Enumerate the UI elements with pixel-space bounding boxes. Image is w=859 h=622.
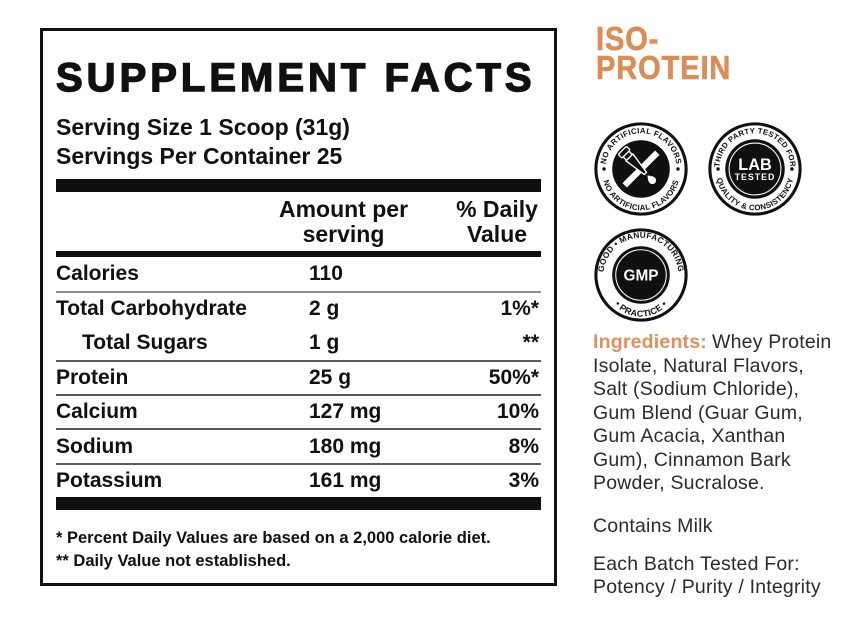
footnote-not-established: ** Daily Value not established. [56, 552, 291, 571]
badge-dot-right [676, 167, 680, 171]
badge-gmp: GOOD • MANUFACTURING • PRACTICE • GMP [594, 228, 688, 322]
nutrient-dv: ** [522, 330, 539, 354]
batch-tested-line2: Potency / Purity / Integrity [593, 575, 821, 598]
daily-value-header: % Daily Value [456, 196, 538, 247]
nutrient-dv: 50%* [488, 366, 539, 390]
table-row-protein: Protein 25 g 50%* [56, 359, 541, 394]
nutrient-dv: 1%* [500, 297, 539, 321]
footnotes: * Percent Daily Values are based on a 2,… [56, 527, 541, 573]
servings-per-container: Servings Per Container 25 [56, 143, 343, 169]
table-row-potassium: Potassium 161 mg 3% [56, 462, 541, 497]
ingredients-text: Whey Protein Isolate, Natural Flavors, S… [593, 331, 832, 494]
nutrient-dv: 8% [508, 434, 539, 458]
info-column: Ingredients: Whey Protein Isolate, Natura… [593, 331, 855, 598]
nutrient-label: Potassium [56, 468, 163, 492]
gmp-text: GMP [624, 267, 659, 284]
dropper-crossed-icon [618, 146, 660, 188]
badge-row: NO ARTIFICIAL FLAVORS NO ARTIFICIAL FLAV… [593, 121, 803, 217]
nutrient-amount: 161 mg [309, 468, 382, 492]
brand-title: ISO- PROTEIN [596, 20, 732, 86]
ingredients-label: Ingredients: [593, 331, 707, 353]
amount-per-serving-header: Amount per serving [278, 196, 409, 247]
header-spacer [56, 197, 261, 247]
gmp-badge-wrap: GOOD • MANUFACTURING • PRACTICE • GMP [593, 227, 689, 323]
nutrient-amount: 110 [309, 262, 343, 286]
batch-tested: Each Batch Tested For: Potency / Purity … [593, 553, 855, 598]
nutrient-dv: 10% [496, 400, 539, 424]
nutrient-amount: 2 g [309, 297, 340, 321]
table-row-calcium: Calcium 127 mg 10% [56, 394, 541, 428]
badge-dot-right [790, 167, 794, 171]
inner-ring [615, 249, 667, 301]
divider-bar-bottom [56, 497, 541, 511]
badge-lab-tested: THIRD PARTY TESTED FOR QUALITY & CONSIST… [708, 122, 802, 216]
contains-milk: Contains Milk [593, 514, 713, 537]
lab-text: LAB [738, 156, 772, 174]
badge-no-artificial-flavors: NO ARTIFICIAL FLAVORS NO ARTIFICIAL FLAV… [594, 122, 688, 216]
panel-title: SUPPLEMENT FACTS [55, 56, 536, 100]
inner-ring [728, 142, 782, 196]
table-row-sodium: Sodium 180 mg 8% [56, 428, 541, 462]
nutrient-label: Calories [56, 262, 139, 286]
ingredients-paragraph: Ingredients: Whey Protein Isolate, Natura… [593, 331, 855, 496]
nutrient-label: Sodium [56, 434, 133, 458]
tested-text: TESTED [735, 172, 776, 182]
badge-dot-left [716, 167, 720, 171]
footnote-daily-values: * Percent Daily Values are based on a 2,… [56, 529, 491, 548]
serving-size: Serving Size 1 Scoop (31g) [56, 114, 350, 140]
divider-bar-top [56, 179, 541, 192]
nutrient-amount: 127 mg [309, 400, 382, 424]
supplement-facts-panel: SUPPLEMENT FACTS Serving Size 1 Scoop (3… [40, 28, 557, 586]
nutrient-label: Total Carbohydrate [56, 297, 247, 321]
brand-line-protein: PROTEIN [596, 49, 732, 86]
nutrient-label: Protein [56, 366, 129, 390]
brand-line-iso: ISO- [596, 20, 660, 57]
nutrient-label: Calcium [56, 400, 138, 424]
table-row-calories: Calories 110 [56, 257, 541, 291]
table-row-total-sugars: Total Sugars 1 g ** [56, 326, 541, 360]
table-row-total-carbohydrate: Total Carbohydrate 2 g 1%* [56, 291, 541, 325]
nutrient-dv: 3% [508, 468, 539, 492]
batch-tested-line1: Each Batch Tested For: [593, 553, 800, 575]
table-header: Amount per serving % Daily Value [56, 192, 541, 257]
nutrient-amount: 1 g [309, 330, 340, 354]
badge-dot-left [602, 167, 606, 171]
nutrient-amount: 180 mg [309, 434, 382, 458]
nutrient-amount: 25 g [309, 366, 352, 390]
nutrient-label: Total Sugars [82, 330, 208, 354]
